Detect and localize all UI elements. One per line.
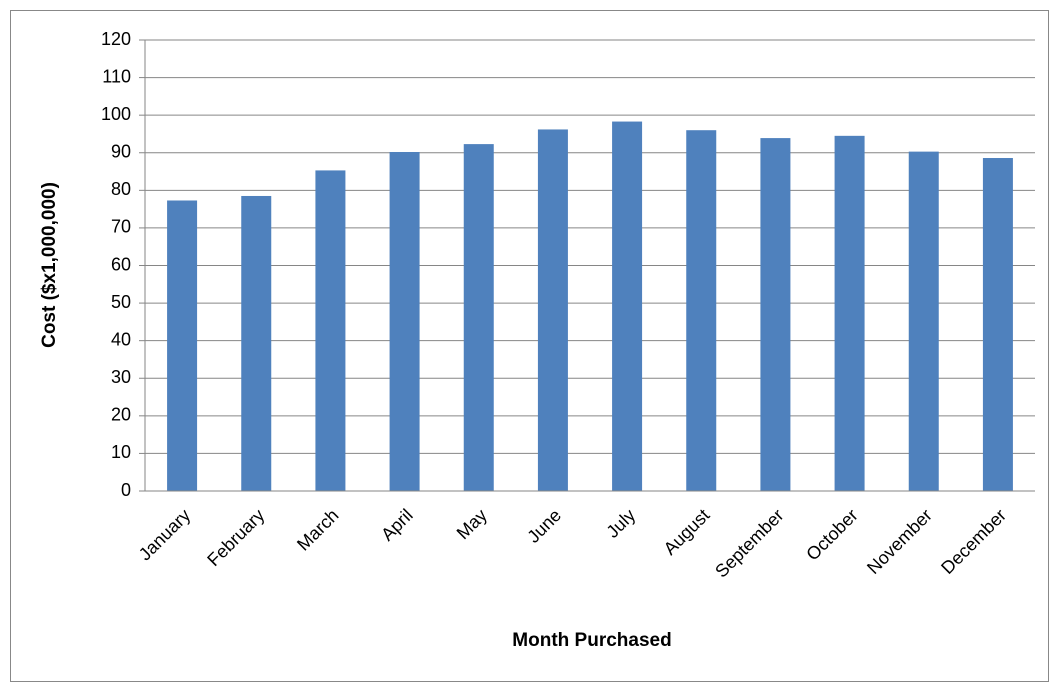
bar [463, 144, 494, 491]
y-tick-label: 0 [121, 480, 131, 500]
bar [315, 170, 346, 491]
chart-frame [10, 10, 1049, 682]
x-axis-title: Month Purchased [512, 630, 671, 651]
bar [908, 151, 939, 491]
bar [834, 135, 865, 491]
bar [686, 130, 717, 491]
y-tick-label: 110 [102, 66, 131, 86]
y-tick-label: 50 [111, 292, 131, 312]
bar [612, 121, 643, 491]
y-tick-label: 40 [111, 329, 131, 349]
bar [389, 151, 420, 491]
y-tick-label: 90 [111, 142, 131, 162]
y-tick-label: 100 [101, 104, 131, 124]
bar [760, 138, 791, 491]
y-axis-title: Cost ($x1,000,000) [39, 182, 60, 348]
y-tick-label: 70 [111, 217, 131, 237]
y-tick-label: 30 [111, 367, 131, 387]
y-tick-label: 20 [111, 405, 131, 425]
bar [537, 129, 568, 491]
y-tick-label: 10 [111, 442, 131, 462]
y-tick-label: 60 [111, 254, 131, 274]
bar [241, 195, 272, 492]
bar [167, 200, 198, 491]
y-tick-label: 80 [111, 179, 131, 199]
bar [982, 158, 1013, 492]
y-tick-label: 120 [101, 29, 131, 49]
